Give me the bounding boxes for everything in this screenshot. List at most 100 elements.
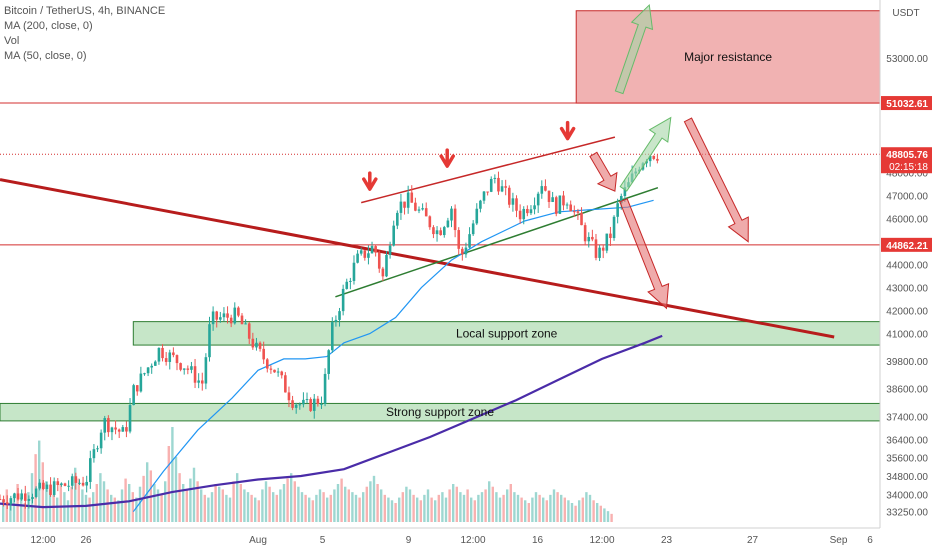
time-tick-label: 12:00	[460, 535, 485, 546]
candle-body	[536, 193, 540, 206]
candle-body	[287, 392, 291, 401]
candle-body	[341, 288, 345, 312]
volume-bar	[470, 497, 473, 522]
candle-body	[468, 234, 471, 248]
volume-bar	[581, 497, 584, 522]
price-tick-label: 35600.00	[886, 454, 928, 465]
volume-bar	[135, 497, 138, 522]
volume-bar	[545, 500, 548, 522]
volume-bar	[192, 467, 196, 522]
candle-body	[103, 418, 107, 433]
price-tick-label: 46000.00	[886, 215, 928, 226]
volume-bar	[261, 489, 264, 522]
candle-body	[471, 223, 475, 235]
price-tick-label: 48000.00	[886, 169, 928, 180]
candle-body	[623, 187, 627, 197]
zone-labels-layer: Major resistance Local support zone Strong…	[386, 50, 772, 419]
candle-body	[38, 482, 42, 489]
volume-bar	[131, 492, 134, 522]
candle-body	[96, 448, 99, 450]
candle-body	[417, 209, 421, 211]
volume-bar	[534, 492, 538, 522]
candle-body	[349, 280, 352, 282]
candle-body	[244, 323, 247, 325]
candle-body	[226, 313, 229, 318]
price-tick-label: 34800.00	[886, 472, 928, 483]
candle-body	[121, 427, 125, 432]
candle-body	[56, 481, 60, 486]
trendline-channel-bottom	[335, 186, 659, 298]
price-tick-label: 43000.00	[886, 284, 928, 295]
candle-body	[435, 230, 439, 235]
time-axis[interactable]: 12:00 26 Aug 5 9 12:00 16 12:00 23 27 Sep 6	[0, 527, 880, 546]
volume-bar	[236, 473, 239, 522]
candle-body	[211, 311, 215, 325]
volume-bar	[250, 494, 253, 522]
time-tick-label: 9	[406, 535, 412, 546]
candle-body	[312, 398, 316, 411]
candle-body	[34, 488, 38, 498]
candle-body	[190, 366, 193, 370]
time-tick-label: 6	[867, 535, 873, 546]
volume-bar	[329, 494, 332, 522]
candle-body	[464, 247, 468, 255]
candle-body	[135, 385, 139, 392]
volume-bar	[41, 462, 44, 522]
volume-bar	[243, 489, 246, 522]
candle-body	[81, 482, 85, 486]
volume-bar	[549, 494, 552, 522]
candle-body	[161, 347, 164, 359]
moving-averages-layer	[0, 199, 663, 513]
price-axis[interactable]: USDT53000.0048000.0047000.0046000.004500…	[879, 0, 932, 550]
volume-bar	[189, 478, 192, 522]
candle-body	[49, 484, 52, 495]
volume-bar	[70, 486, 73, 522]
volume-bar	[459, 492, 462, 522]
candle-body	[388, 245, 392, 255]
candle-body	[197, 380, 200, 383]
volume-bar	[592, 500, 595, 522]
volume-bar	[228, 497, 232, 522]
volume-bar	[66, 500, 70, 522]
candle-body	[370, 246, 374, 254]
volume-bar	[308, 497, 311, 522]
time-tick-label: Sep	[830, 535, 848, 546]
volume-bar	[99, 473, 102, 522]
candle-body	[453, 208, 457, 231]
candle-body	[486, 191, 489, 193]
candle-body	[377, 252, 381, 269]
volume-bar	[455, 486, 458, 522]
volume-bar	[232, 481, 235, 522]
candle-body	[63, 483, 67, 486]
volume-bar	[171, 427, 174, 522]
candle-body	[298, 404, 302, 406]
price-label-value: 51032.61	[886, 99, 928, 110]
volume-bar	[437, 494, 440, 522]
candle-body	[605, 233, 609, 251]
volume-bar	[297, 486, 300, 522]
candle-body	[179, 363, 182, 370]
candle-body	[457, 230, 461, 249]
candle-body	[522, 208, 526, 220]
volume-bar	[9, 505, 12, 522]
price-label-value: 44862.21	[886, 241, 928, 252]
volume-bar	[59, 484, 62, 522]
volume-bar	[246, 492, 250, 522]
candle-body	[399, 201, 403, 213]
time-tick-label: 16	[532, 535, 544, 546]
candle-body	[540, 186, 544, 194]
volume-bar	[160, 494, 163, 522]
volume-bar	[606, 511, 610, 522]
top-marker-icon	[559, 126, 576, 141]
volume-bar	[516, 494, 520, 522]
candle-body	[269, 368, 273, 370]
candle-body	[406, 192, 410, 208]
volume-bar	[570, 503, 574, 522]
volume-bar	[74, 467, 77, 522]
candle-body	[309, 399, 312, 411]
volume-bar	[275, 494, 278, 522]
volume-bar	[84, 494, 88, 522]
candle-body	[291, 400, 294, 408]
volume-bar	[552, 489, 556, 522]
